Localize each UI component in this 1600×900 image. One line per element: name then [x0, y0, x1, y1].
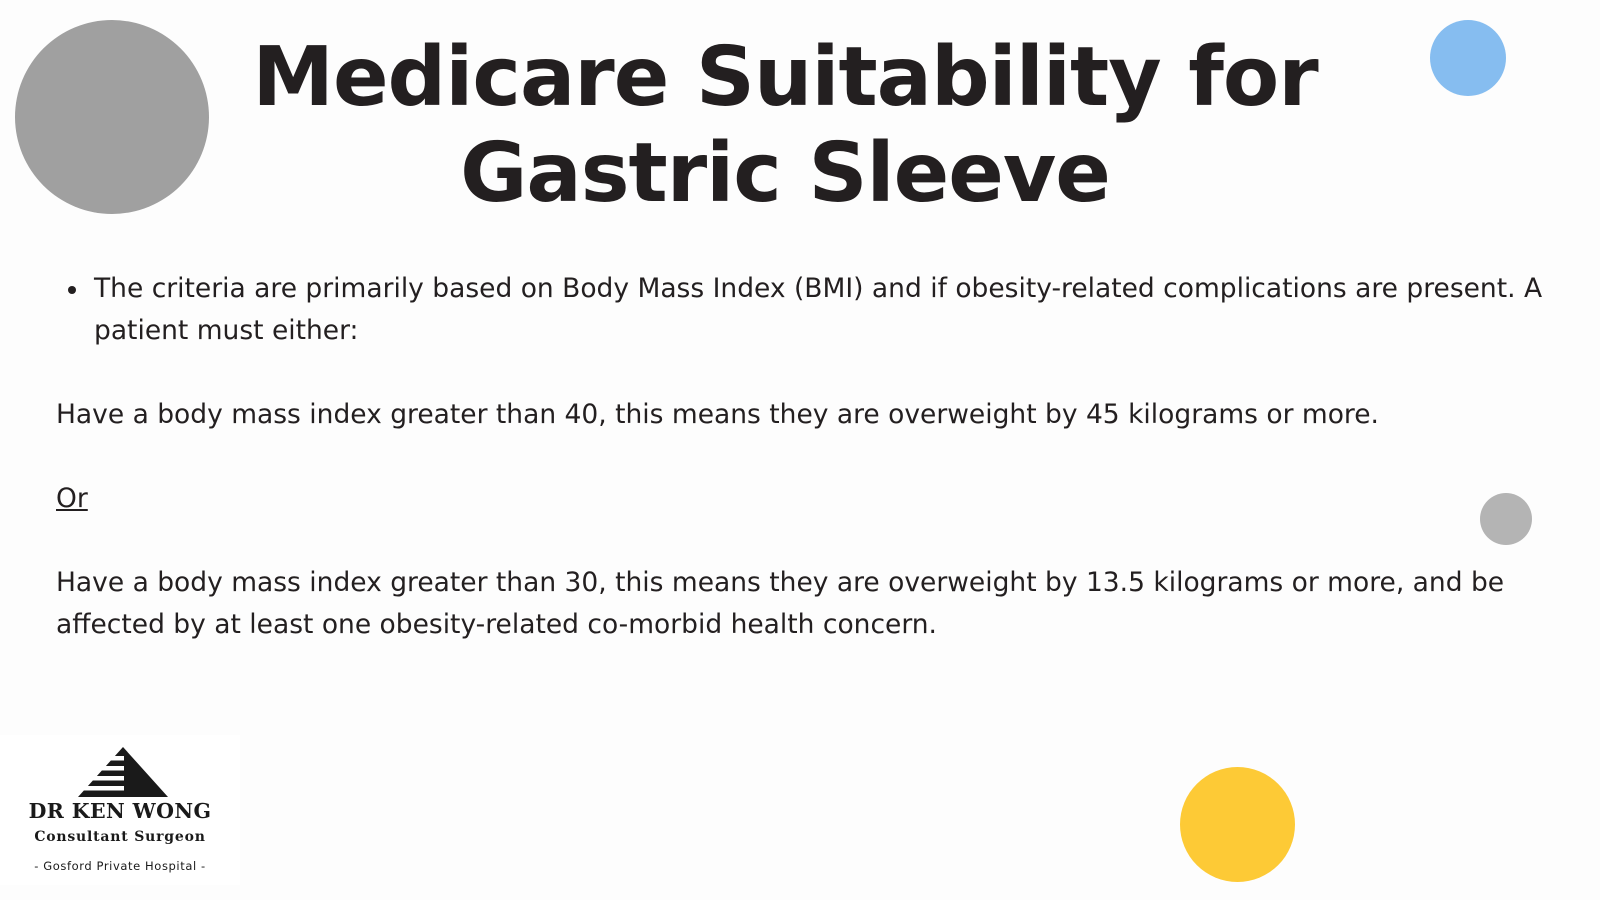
criteria-bullet-item: The criteria are primarily based on Body…	[68, 268, 1546, 352]
decorative-circle-gray-small	[1480, 493, 1532, 545]
bmi-40-criterion: Have a body mass index greater than 40, …	[56, 399, 1379, 430]
page-title: Medicare Suitability for Gastric Sleeve	[230, 30, 1340, 222]
criteria-bullet-list: The criteria are primarily based on Body…	[56, 268, 1546, 352]
page-title-line-2: Gastric Sleeve	[460, 126, 1111, 221]
bullet-marker	[68, 286, 76, 294]
logo-hospital: - Gosford Private Hospital -	[34, 859, 206, 873]
decorative-circle-yellow	[1180, 767, 1295, 882]
logo-name: DR KEN WONG	[28, 799, 212, 823]
dr-ken-wong-logo: DR KEN WONG Consultant Surgeon - Gosford…	[0, 735, 240, 885]
bmi-30-criterion: Have a body mass index greater than 30, …	[56, 567, 1505, 640]
or-separator: Or	[56, 483, 88, 514]
pyramid-logo-icon	[78, 747, 168, 797]
criteria-content: The criteria are primarily based on Body…	[56, 268, 1546, 646]
decorative-circle-blue	[1430, 20, 1506, 96]
page-title-line-1: Medicare Suitability for	[252, 30, 1318, 125]
logo-subtitle: Consultant Surgeon	[34, 829, 206, 845]
criteria-bullet-text: The criteria are primarily based on Body…	[94, 273, 1543, 346]
decorative-circle-gray-large	[15, 20, 209, 214]
